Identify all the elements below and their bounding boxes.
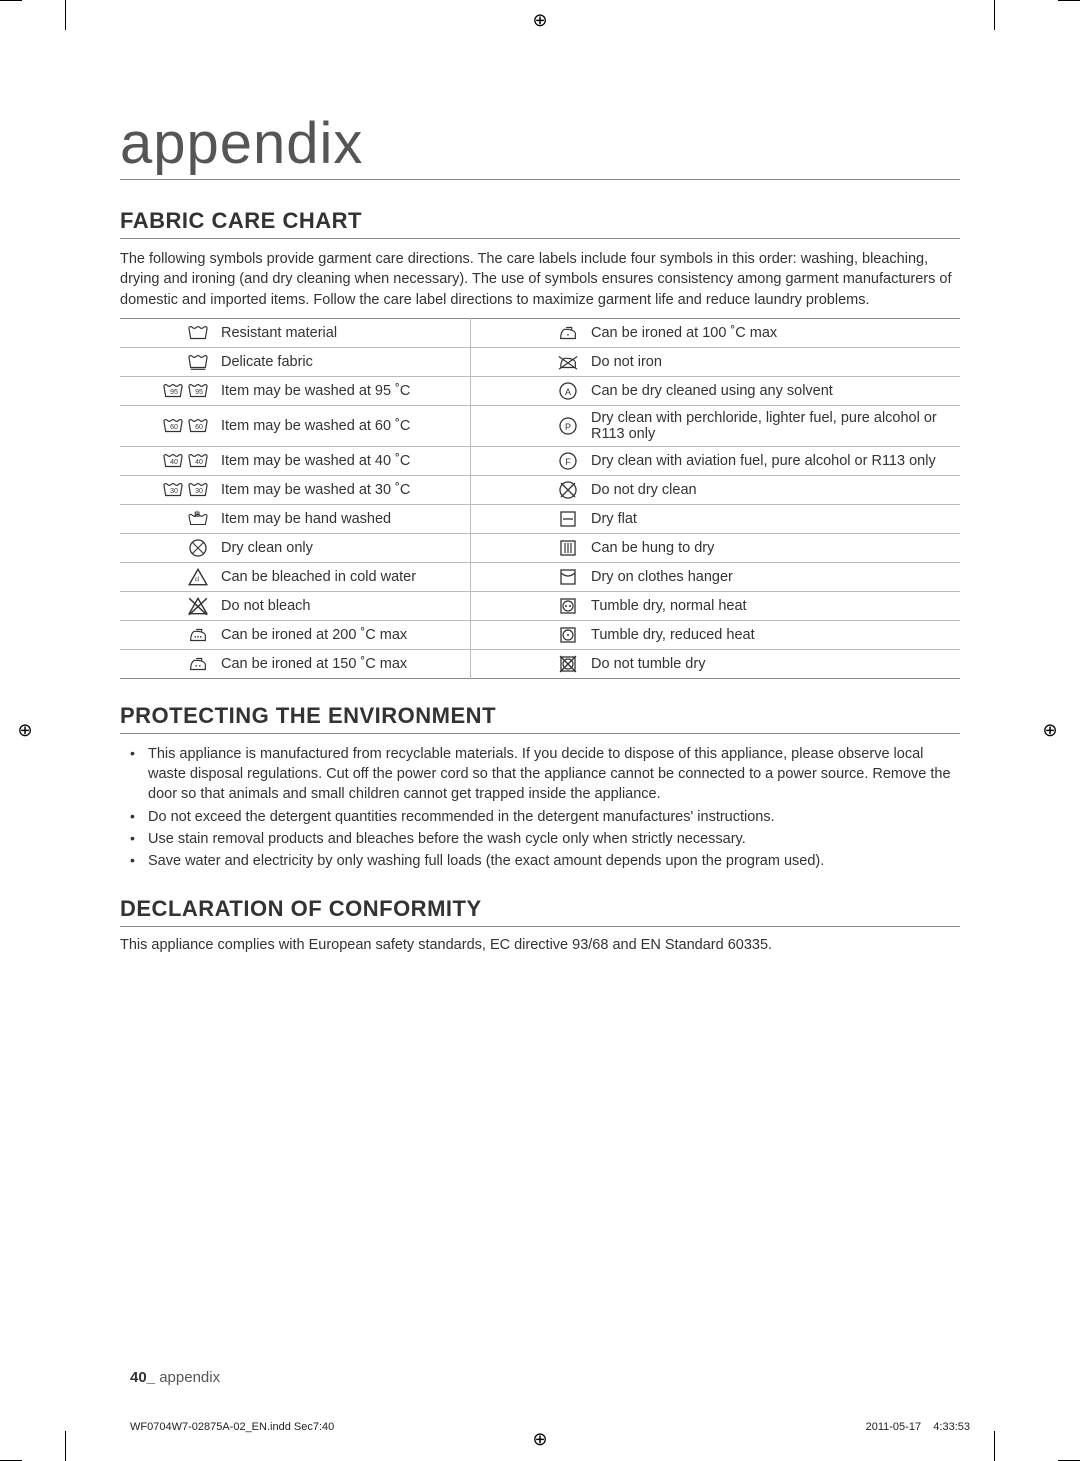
svg-text:30: 30 — [170, 488, 178, 495]
registration-mark-icon: ⊕ — [15, 721, 35, 741]
care-desc: Item may be washed at 60 ˚C — [215, 405, 470, 446]
svg-text:40: 40 — [170, 459, 178, 466]
care-desc: Can be ironed at 100 ˚C max — [585, 318, 960, 347]
table-row: 60 60 Item may be washed at 60 ˚C P Dry clea… — [120, 405, 960, 446]
table-row: Dry clean only Can be hung to dry — [120, 533, 960, 562]
care-icon-hang-dry — [470, 533, 585, 562]
care-icon-tumble-normal — [470, 591, 585, 620]
registration-mark-icon: ⊕ — [1040, 721, 1060, 741]
care-icon-no-bleach — [120, 591, 215, 620]
fabric-care-heading: FABRIC CARE CHART — [120, 208, 960, 239]
care-icon-no-tumble — [470, 649, 585, 678]
care-desc: Tumble dry, normal heat — [585, 591, 960, 620]
page-footer: 40_ appendix — [130, 1369, 220, 1386]
care-icon-iron-200 — [120, 620, 215, 649]
print-time: 4:33:53 — [933, 1421, 970, 1433]
table-row: Do not bleach Tumble dry, normal heat — [120, 591, 960, 620]
care-icon-tumble-reduced — [470, 620, 585, 649]
care-desc: Item may be hand washed — [215, 504, 470, 533]
table-row: 30 30 Item may be washed at 30 ˚C Do not dr… — [120, 475, 960, 504]
care-icon-iron-150 — [120, 649, 215, 678]
list-item: This appliance is manufactured from recy… — [120, 744, 960, 805]
care-desc: Dry clean only — [215, 533, 470, 562]
care-icon-wash-delicate — [120, 347, 215, 376]
svg-text:60: 60 — [170, 424, 178, 431]
care-icon-wash-30: 30 30 — [120, 475, 215, 504]
care-icon-dryclean-a: A — [470, 376, 585, 405]
care-desc: Can be hung to dry — [585, 533, 960, 562]
table-row: Delicate fabric Do not iron — [120, 347, 960, 376]
care-icon-hand-wash — [120, 504, 215, 533]
page-content: appendix FABRIC CARE CHART The following… — [120, 60, 960, 953]
svg-text:60: 60 — [195, 424, 203, 431]
care-desc: Can be bleached in cold water — [215, 562, 470, 591]
table-row: 95 95 Item may be washed at 95 ˚C A Can be d… — [120, 376, 960, 405]
conformity-heading: DECLARATION OF CONFORMITY — [120, 896, 960, 927]
care-desc: Item may be washed at 30 ˚C — [215, 475, 470, 504]
care-desc: Can be ironed at 200 ˚C max — [215, 620, 470, 649]
table-row: Item may be hand washed Dry flat — [120, 504, 960, 533]
care-desc: Delicate fabric — [215, 347, 470, 376]
environment-list: This appliance is manufactured from recy… — [120, 744, 960, 872]
care-desc: Dry on clothes hanger — [585, 562, 960, 591]
environment-heading: PROTECTING THE ENVIRONMENT — [120, 703, 960, 734]
care-icon-wash-95: 95 95 — [120, 376, 215, 405]
svg-text:P: P — [565, 422, 571, 432]
svg-text:40: 40 — [195, 459, 203, 466]
care-desc: Tumble dry, reduced heat — [585, 620, 960, 649]
table-row: Resistant material Can be ironed at 100 ˚… — [120, 318, 960, 347]
care-icon-hanger-dry — [470, 562, 585, 591]
care-icon-bleach-cold: cl — [120, 562, 215, 591]
care-icon-no-iron — [470, 347, 585, 376]
list-item: Save water and electricity by only washi… — [120, 851, 960, 871]
care-icon-wash-resistant — [120, 318, 215, 347]
print-date: 2011-05-17 — [866, 1421, 921, 1433]
care-icon-wash-40: 40 40 — [120, 446, 215, 475]
care-icon-iron-100 — [470, 318, 585, 347]
svg-text:95: 95 — [170, 389, 178, 396]
care-desc: Do not iron — [585, 347, 960, 376]
care-desc: Dry flat — [585, 504, 960, 533]
care-desc: Dry clean with perchloride, lighter fuel… — [585, 405, 960, 446]
table-row: cl Can be bleached in cold water Dry on cl… — [120, 562, 960, 591]
footer-label: appendix — [155, 1369, 220, 1386]
svg-text:95: 95 — [195, 389, 203, 396]
care-desc: Can be dry cleaned using any solvent — [585, 376, 960, 405]
care-desc: Item may be washed at 40 ˚C — [215, 446, 470, 475]
list-item: Use stain removal products and bleaches … — [120, 829, 960, 849]
svg-text:cl: cl — [195, 577, 199, 583]
care-icon-no-dryclean — [470, 475, 585, 504]
list-item: Do not exceed the detergent quantities r… — [120, 807, 960, 827]
care-desc: Do not bleach — [215, 591, 470, 620]
svg-text:F: F — [565, 457, 571, 467]
svg-text:30: 30 — [195, 488, 203, 495]
care-desc: Do not dry clean — [585, 475, 960, 504]
care-desc: Do not tumble dry — [585, 649, 960, 678]
table-row: Can be ironed at 150 ˚C max Do not tumble… — [120, 649, 960, 678]
registration-mark-icon: ⊕ — [530, 10, 550, 30]
svg-text:A: A — [565, 387, 571, 397]
table-row: Can be ironed at 200 ˚C max Tumble dry, r… — [120, 620, 960, 649]
care-icon-wash-60: 60 60 — [120, 405, 215, 446]
table-row: 40 40 Item may be washed at 40 ˚C F Dry clea… — [120, 446, 960, 475]
care-icon-dryclean-p: P — [470, 405, 585, 446]
intro-paragraph: The following symbols provide garment ca… — [120, 249, 960, 310]
fabric-care-table: Resistant material Can be ironed at 100 ˚… — [120, 318, 960, 679]
print-footer: WF0704W7-02875A-02_EN.indd Sec7:40 2011-… — [0, 1421, 1080, 1433]
conformity-text: This appliance complies with European sa… — [120, 937, 960, 953]
care-icon-dryclean-f: F — [470, 446, 585, 475]
care-desc: Dry clean with aviation fuel, pure alcoh… — [585, 446, 960, 475]
print-filename: WF0704W7-02875A-02_EN.indd Sec7:40 — [130, 1421, 334, 1433]
page-title: appendix — [120, 110, 960, 180]
care-icon-dryclean-only — [120, 533, 215, 562]
page-number: 40_ — [130, 1369, 155, 1386]
care-desc: Resistant material — [215, 318, 470, 347]
care-icon-dry-flat — [470, 504, 585, 533]
care-desc: Can be ironed at 150 ˚C max — [215, 649, 470, 678]
care-desc: Item may be washed at 95 ˚C — [215, 376, 470, 405]
